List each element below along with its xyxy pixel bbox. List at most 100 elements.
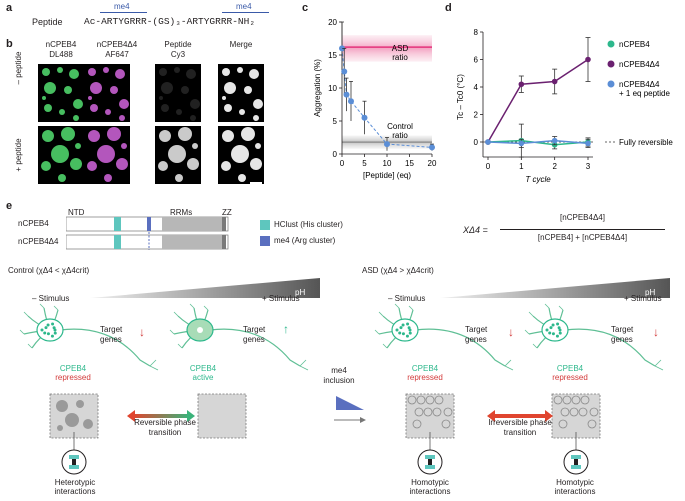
data-point bbox=[361, 114, 368, 121]
droplet bbox=[83, 419, 93, 429]
irreversible-arrow-shaft bbox=[493, 414, 547, 418]
dendrite-branch bbox=[408, 305, 414, 311]
arrow-down-red-2: ↓ bbox=[508, 325, 514, 339]
reversible-label: Reversible phase transition bbox=[134, 418, 196, 437]
x-tick-label: 2 bbox=[552, 162, 557, 171]
scale-bar bbox=[250, 182, 262, 184]
aggregate-fiber bbox=[562, 395, 572, 405]
dendrite-branch bbox=[374, 329, 380, 335]
interaction-block-top bbox=[571, 455, 581, 459]
micrograph-plus-magenta bbox=[84, 126, 130, 184]
legend-label-0: nCPEB4 bbox=[619, 40, 650, 49]
legend-label-2-cont: + 1 eq peptide bbox=[619, 89, 670, 98]
micrograph-minus-merge bbox=[218, 64, 264, 122]
neuron-asd-stimulated bbox=[524, 303, 664, 371]
state-active: active bbox=[192, 373, 214, 382]
zz-block-2 bbox=[222, 235, 226, 249]
x-tick-label: 0 bbox=[340, 159, 345, 168]
aggregate-fiber bbox=[425, 395, 435, 405]
legend-marker-0 bbox=[607, 40, 615, 48]
condensate-dot bbox=[551, 323, 555, 327]
legend-label-me4: me4 (Arg cluster) bbox=[274, 236, 336, 245]
condensate-dot bbox=[395, 328, 399, 332]
aggregate-fiber bbox=[432, 407, 442, 417]
target-genes-3: Target genes bbox=[465, 325, 488, 344]
col-header-green: nCPEB4 DL488 bbox=[45, 40, 77, 59]
axon-terminal bbox=[504, 365, 514, 371]
interaction-link bbox=[574, 459, 578, 465]
formula-lhs: XΔ4 = bbox=[463, 225, 488, 235]
x-tick-label: 1 bbox=[519, 162, 524, 171]
axon bbox=[564, 328, 656, 367]
micrograph-plus-peptide bbox=[155, 126, 201, 184]
y-axis-label: Aggregation (%) bbox=[313, 59, 322, 117]
panel-label-d: d bbox=[445, 2, 452, 14]
domain-zz: ZZ bbox=[222, 208, 232, 217]
aggregate-fiber bbox=[571, 395, 581, 405]
dendrite-branch bbox=[394, 303, 400, 309]
arrow-down-red-3: ↓ bbox=[653, 325, 659, 339]
condensate-dot bbox=[548, 331, 552, 335]
protein-domain-diagram bbox=[66, 216, 229, 250]
data-point-1 bbox=[551, 78, 558, 85]
magnifier-heterotypic bbox=[61, 432, 87, 475]
dendrite-branch bbox=[39, 303, 45, 309]
condensate-control-liquid bbox=[49, 393, 99, 439]
plus-stimulus-control: + Stimulus bbox=[262, 294, 300, 303]
legend-label-reversible: Fully reversible bbox=[619, 138, 673, 147]
asd-ratio-band bbox=[342, 35, 432, 62]
micrograph-minus-magenta bbox=[84, 64, 130, 122]
neuron-illustrations bbox=[19, 303, 664, 371]
legend-label-2: nCPEB4Δ4 bbox=[619, 80, 660, 89]
droplet bbox=[56, 400, 68, 412]
y-tick-label: 20 bbox=[328, 18, 337, 27]
asd-ratio-label-1: ASD bbox=[392, 44, 409, 53]
aggregate-fiber bbox=[423, 407, 433, 417]
y-tick-label: 4 bbox=[474, 83, 479, 92]
dendrite-branch bbox=[528, 311, 534, 317]
interaction-block-bottom bbox=[425, 465, 435, 469]
hclust-box-2 bbox=[114, 235, 121, 249]
condensate-dot bbox=[50, 334, 54, 338]
condensate-box bbox=[405, 393, 455, 439]
y-tick-label: 0 bbox=[333, 150, 338, 159]
aggregate-fiber bbox=[553, 395, 563, 405]
data-point-1 bbox=[585, 56, 591, 63]
dendrite-branch bbox=[189, 303, 195, 309]
homotypic-label-2: Homotypic interactions bbox=[554, 478, 596, 496]
dendrite-branch bbox=[524, 329, 530, 335]
rrm-block-2 bbox=[162, 235, 222, 249]
cpeb4-label-1: CPEB4 bbox=[59, 364, 87, 373]
dendrite-branch bbox=[558, 305, 564, 311]
condensate-asd-aggregate-1 bbox=[405, 393, 455, 439]
cpeb4-label-2: CPEB4 bbox=[189, 364, 217, 373]
condensate-dot bbox=[551, 332, 555, 336]
x-tick-label: 3 bbox=[586, 162, 591, 171]
axon-terminal bbox=[299, 365, 309, 371]
axon-terminal bbox=[654, 359, 662, 367]
micrograph-minus-peptide bbox=[155, 64, 201, 122]
control-ratio-label-2: ratio bbox=[392, 131, 408, 140]
condensate-dot bbox=[401, 332, 405, 336]
data-point-1 bbox=[518, 81, 525, 88]
data-point bbox=[341, 68, 348, 75]
ph-gradient-wedge-asd bbox=[440, 278, 670, 298]
aggregate-fiber bbox=[407, 395, 417, 405]
legend-marker-1 bbox=[607, 60, 615, 68]
protein-label-ncpeb4: nCPEB4 bbox=[18, 219, 49, 228]
state-repressed-1: repressed bbox=[55, 373, 91, 382]
chart-tc-cycles: 0 1 2 3 0 2 4 6 8 T cycle Tc – Tc0 (°C) nCPEB4 nCPE… bbox=[456, 28, 673, 184]
x-tick-label: 20 bbox=[428, 159, 437, 168]
aggregate-fiber bbox=[416, 395, 426, 405]
legend-label-1: nCPEB4Δ4 bbox=[619, 60, 660, 69]
axon-terminal bbox=[504, 359, 512, 367]
condensate-dot bbox=[399, 326, 403, 330]
row-label-plus-peptide: + peptide bbox=[14, 138, 23, 172]
soma bbox=[36, 318, 64, 342]
aggregate-fiber bbox=[578, 407, 588, 417]
plus-stimulus-asd: + Stimulus bbox=[624, 294, 662, 303]
soma bbox=[541, 318, 569, 342]
series-line-1 bbox=[487, 58, 589, 143]
condensate-dot bbox=[46, 323, 50, 327]
condensate-dot bbox=[52, 326, 56, 330]
